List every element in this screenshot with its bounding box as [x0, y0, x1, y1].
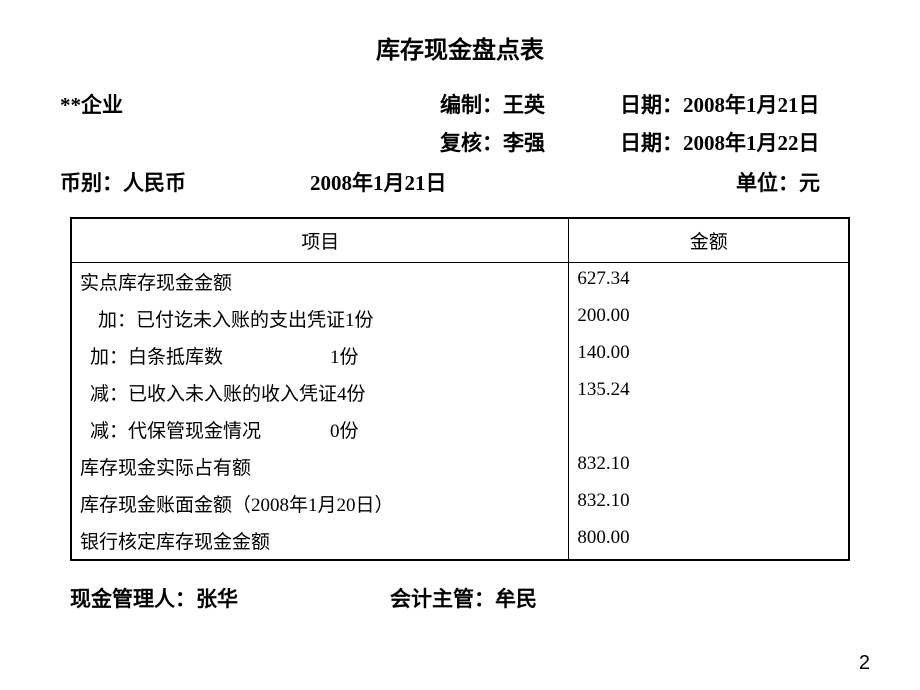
reviewed-by-value: 李强: [503, 131, 545, 155]
cell-amount: 627.34: [569, 263, 849, 301]
item-count: 4份: [337, 379, 387, 406]
accounting-supervisor-value: 牟民: [495, 587, 537, 611]
cell-item: 银行核定库存现金金额: [71, 522, 569, 560]
cell-item: 减：代保管现金情况0份: [71, 411, 569, 448]
cell-amount: 832.10: [569, 485, 849, 522]
cell-amount: 135.24: [569, 374, 849, 411]
prepared-by: 编制：王英: [440, 89, 620, 119]
item-count: 0份: [330, 416, 380, 443]
cash-manager-label: 现金管理人：: [70, 587, 196, 611]
currency-label: 币别：: [60, 171, 123, 195]
prepared-date-label: 日期：: [620, 93, 683, 117]
info-row: 币别：人民币 2008年1月21日 单位：元: [60, 167, 860, 197]
reviewed-by: 复核：李强: [440, 127, 620, 157]
prepared-date-value: 2008年1月21日: [683, 93, 820, 117]
item-label: 库存现金实际占有额: [80, 458, 251, 479]
cell-amount: [569, 411, 849, 448]
unit-label: 单位：: [736, 171, 799, 195]
center-date: 2008年1月21日: [310, 167, 630, 197]
cell-item: 减：已收入未入账的收入凭证4份: [71, 374, 569, 411]
prepared-by-value: 王英: [503, 93, 545, 117]
cell-amount: 832.10: [569, 448, 849, 485]
unit-value: 元: [799, 171, 820, 195]
item-label: 减：代保管现金情况: [80, 416, 330, 443]
table-row: 减：代保管现金情况0份: [71, 411, 849, 448]
item-label: 银行核定库存现金金额: [80, 532, 270, 553]
cell-item: 加：白条抵库数1份: [71, 337, 569, 374]
table-row: 加：白条抵库数1份140.00: [71, 337, 849, 374]
header-item: 项目: [71, 218, 569, 263]
cell-amount: 200.00: [569, 300, 849, 337]
cash-manager: 现金管理人：张华: [70, 583, 390, 613]
accounting-supervisor-label: 会计主管：: [390, 587, 495, 611]
item-label: 减：已收入未入账的收入凭证: [80, 379, 337, 406]
footer-row: 现金管理人：张华 会计主管：牟民: [60, 583, 860, 613]
table-row: 实点库存现金金额 627.34: [71, 263, 849, 301]
item-label: 加：已付讫未入账的支出凭证: [80, 305, 345, 332]
table-row: 库存现金账面金额（2008年1月20日） 832.10: [71, 485, 849, 522]
cell-amount: 140.00: [569, 337, 849, 374]
item-count: 1份: [345, 305, 395, 332]
cell-item: 库存现金账面金额（2008年1月20日）: [71, 485, 569, 522]
cash-manager-value: 张华: [196, 587, 238, 611]
prepared-by-label: 编制：: [440, 93, 503, 117]
table-row: 减：已收入未入账的收入凭证4份135.24: [71, 374, 849, 411]
currency-value: 人民币: [123, 171, 186, 195]
header-amount: 金额: [569, 218, 849, 263]
header-row-2: 复核：李强 日期：2008年1月22日: [60, 127, 860, 157]
reviewed-date: 日期：2008年1月22日: [620, 127, 860, 157]
cell-item: 实点库存现金金额: [71, 263, 569, 301]
cash-inventory-table: 项目 金额 实点库存现金金额627.34加：已付讫未入账的支出凭证1份200.0…: [70, 217, 850, 561]
unit: 单位：元: [630, 167, 860, 197]
document-title: 库存现金盘点表: [60, 30, 860, 65]
header-row-1: **企业 编制：王英 日期：2008年1月21日: [60, 89, 860, 119]
reviewed-date-label: 日期：: [620, 131, 683, 155]
reviewed-date-value: 2008年1月22日: [683, 131, 820, 155]
accounting-supervisor: 会计主管：牟民: [390, 583, 850, 613]
prepared-date: 日期：2008年1月21日: [620, 89, 860, 119]
item-label: 实点库存现金金额: [80, 273, 232, 294]
item-label: 加：白条抵库数: [80, 342, 330, 369]
cell-item: 库存现金实际占有额: [71, 448, 569, 485]
cell-amount: 800.00: [569, 522, 849, 560]
currency: 币别：人民币: [60, 167, 310, 197]
table-row: 银行核定库存现金金额 800.00: [71, 522, 849, 560]
item-label: 库存现金账面金额（2008年1月20日）: [80, 495, 394, 516]
table-row: 库存现金实际占有额 832.10: [71, 448, 849, 485]
reviewed-by-label: 复核：: [440, 131, 503, 155]
table-header-row: 项目 金额: [71, 218, 849, 263]
page-number: 2: [859, 652, 870, 675]
item-count: 1份: [330, 342, 380, 369]
cell-item: 加：已付讫未入账的支出凭证1份: [71, 300, 569, 337]
company-name: **企业: [60, 89, 440, 119]
table-row: 加：已付讫未入账的支出凭证1份200.00: [71, 300, 849, 337]
